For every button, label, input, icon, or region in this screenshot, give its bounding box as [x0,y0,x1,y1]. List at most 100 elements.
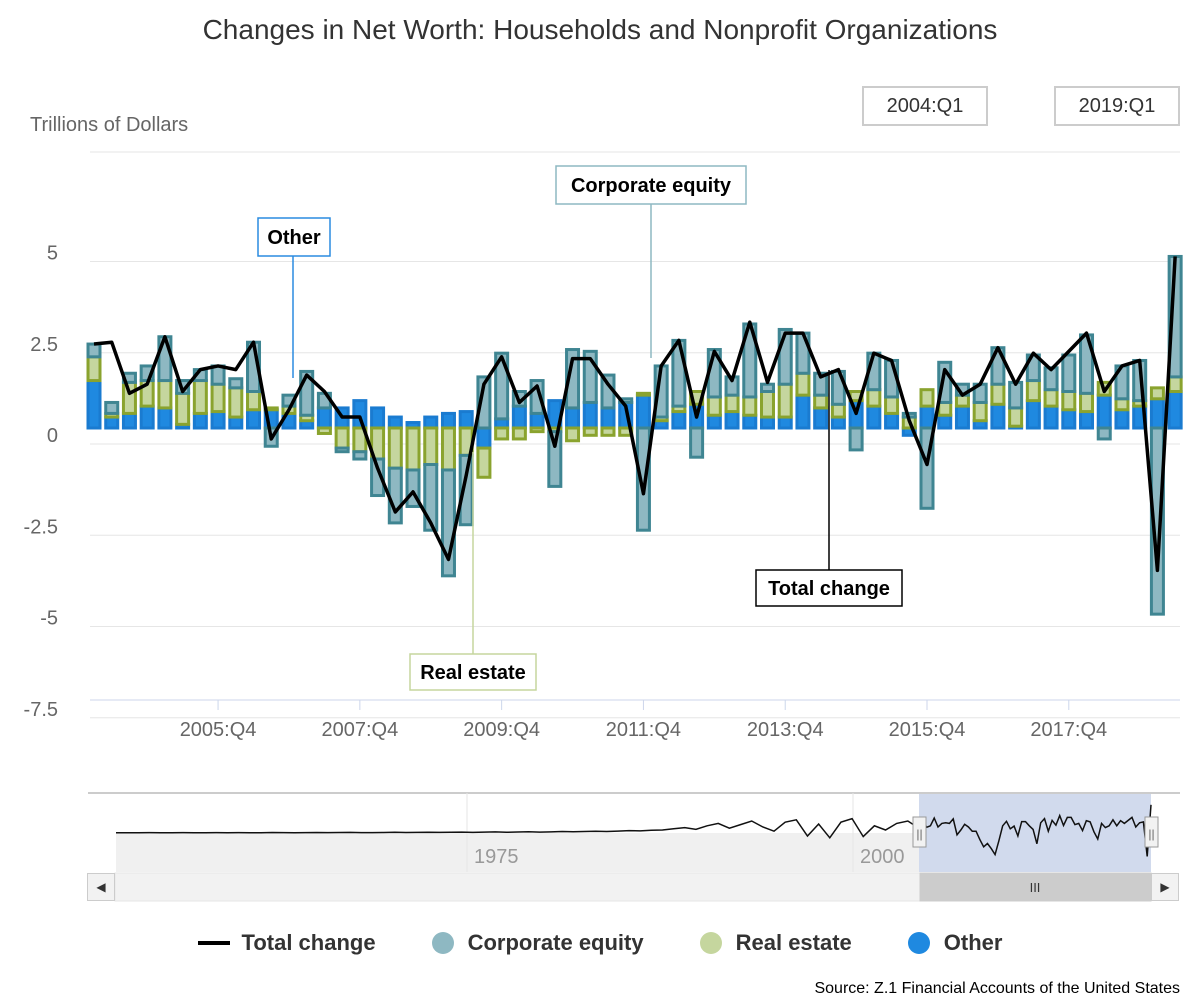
bar-real-estate[interactable] [830,402,846,419]
bar-other[interactable] [458,410,474,430]
legend-item-total-change[interactable]: Total change [197,930,376,956]
bar-real-estate[interactable] [423,426,439,466]
bar-other[interactable] [1079,410,1095,430]
bar-other[interactable] [1043,404,1059,430]
scrollbar-thumb[interactable] [919,872,1152,902]
bar-real-estate[interactable] [1114,397,1130,412]
bar-other[interactable] [919,404,935,430]
bar-other[interactable] [866,404,882,430]
bar-corporate-equity[interactable] [565,348,581,410]
bar-real-estate[interactable] [1079,391,1095,414]
bar-other[interactable] [423,415,439,430]
navigator-handle[interactable]: || [912,816,927,848]
stacked-bars[interactable] [86,254,1183,616]
bar-other[interactable] [1061,408,1077,430]
bar-corporate-equity[interactable] [352,450,368,461]
bar-corporate-equity[interactable] [689,426,705,459]
bar-real-estate[interactable] [724,393,740,414]
bar-corporate-equity[interactable] [370,457,386,498]
bar-corporate-equity[interactable] [210,364,226,386]
legend-item-real-estate[interactable]: Real estate [699,930,852,956]
navigator-handle[interactable]: || [1144,816,1159,848]
bar-real-estate[interactable] [246,390,262,412]
range-end-input[interactable]: 2019:Q1 [1054,86,1180,126]
legend-item-corporate-equity[interactable]: Corporate equity [431,930,644,956]
bar-real-estate[interactable] [866,388,882,408]
bar-real-estate[interactable] [565,426,581,443]
bar-real-estate[interactable] [759,390,775,419]
bar-real-estate[interactable] [529,426,545,434]
navigator-handle-body[interactable] [1144,816,1159,848]
bar-real-estate[interactable] [919,388,935,408]
bar-real-estate[interactable] [937,400,953,417]
bar-real-estate[interactable] [813,393,829,410]
bar-corporate-equity[interactable] [635,426,651,532]
bar-other[interactable] [86,379,102,430]
bar-other[interactable] [511,404,527,430]
bar-real-estate[interactable] [635,391,651,397]
bar-other[interactable] [1149,397,1165,430]
bar-other[interactable] [1114,408,1130,430]
bar-other[interactable] [724,410,740,430]
bar-other[interactable] [671,410,687,430]
bar-corporate-equity[interactable] [476,375,492,430]
range-start-input[interactable]: 2004:Q1 [862,86,988,126]
bar-other[interactable] [1167,390,1183,430]
bar-real-estate[interactable] [387,426,403,470]
bar-real-estate[interactable] [972,400,988,423]
total-change-line[interactable] [93,256,1177,573]
bar-real-estate[interactable] [1008,406,1024,428]
total-change-line-group[interactable] [93,256,1177,573]
bar-other[interactable] [884,411,900,430]
navigator-selected-range[interactable] [919,794,1151,872]
bar-real-estate[interactable] [192,379,208,415]
bar-corporate-equity[interactable] [1096,426,1112,441]
bar-corporate-equity[interactable] [1008,380,1024,410]
bar-real-estate[interactable] [175,391,191,426]
bar-corporate-equity[interactable] [334,446,350,454]
bar-real-estate[interactable] [1149,386,1165,401]
bar-real-estate[interactable] [210,382,226,414]
bar-other[interactable] [565,406,581,430]
bar-real-estate[interactable] [1043,388,1059,408]
bar-real-estate[interactable] [600,426,616,437]
bar-corporate-equity[interactable] [86,342,102,359]
bar-corporate-equity[interactable] [547,430,563,488]
bar-other[interactable] [600,406,616,430]
bar-other[interactable] [937,413,953,430]
bar-real-estate[interactable] [582,426,598,437]
bar-other[interactable] [228,415,244,430]
bar-other[interactable] [813,406,829,430]
bar-other[interactable] [1096,393,1112,430]
bar-real-estate[interactable] [706,395,722,417]
bar-other[interactable] [387,415,403,430]
bar-other[interactable] [529,411,545,430]
bar-real-estate[interactable] [511,426,527,441]
bar-corporate-equity[interactable] [759,382,775,394]
bar-corporate-equity[interactable] [228,377,244,390]
bar-other[interactable] [192,411,208,430]
bar-other[interactable] [954,404,970,430]
bar-real-estate[interactable] [1061,390,1077,412]
bar-real-estate[interactable] [121,380,137,415]
bar-corporate-equity[interactable] [1149,426,1165,616]
bar-corporate-equity[interactable] [848,426,864,452]
bar-other[interactable] [104,415,120,430]
bar-corporate-equity[interactable] [494,351,510,421]
bar-real-estate[interactable] [476,446,492,479]
bar-real-estate[interactable] [990,382,1006,406]
legend-item-other[interactable]: Other [907,930,1002,956]
scroll-right-button[interactable]: ▶ [1151,873,1179,901]
bar-corporate-equity[interactable] [1061,353,1077,393]
bar-other[interactable] [121,411,137,430]
bar-real-estate[interactable] [777,382,793,419]
bar-other[interactable] [316,406,332,430]
bar-corporate-equity[interactable] [104,400,120,415]
bar-other[interactable] [706,413,722,430]
bar-other[interactable] [582,400,598,430]
bar-real-estate[interactable] [86,355,102,383]
bar-corporate-equity[interactable] [458,453,474,527]
bar-real-estate[interactable] [228,386,244,419]
navigator[interactable]: 1975 2000 || || III [88,792,1180,902]
bar-other[interactable] [777,415,793,430]
